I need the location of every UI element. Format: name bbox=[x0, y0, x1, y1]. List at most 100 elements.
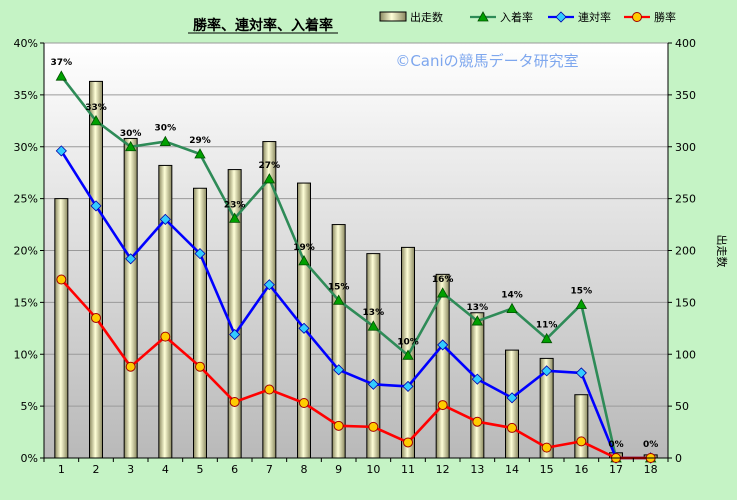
triangle-marker bbox=[367, 320, 380, 331]
x-tick-label: 11 bbox=[401, 463, 415, 476]
x-tick-label: 15 bbox=[540, 463, 554, 476]
y-left-tick-label: 25% bbox=[14, 193, 38, 206]
circle-marker bbox=[229, 396, 240, 407]
triangle-marker bbox=[159, 135, 172, 146]
y-left-tick-label: 40% bbox=[14, 37, 38, 50]
data-label: 11% bbox=[536, 321, 558, 331]
circle-marker bbox=[541, 442, 552, 453]
circle-marker bbox=[507, 422, 517, 433]
diamond-marker bbox=[194, 248, 206, 260]
axes: 0%5%10%15%20%25%30%35%40%050100150200250… bbox=[14, 37, 696, 476]
circle-marker bbox=[437, 400, 448, 411]
legend-label: 入着率 bbox=[500, 10, 533, 24]
circle-marker bbox=[91, 312, 101, 323]
series-line bbox=[60, 75, 651, 460]
triangle-marker bbox=[55, 70, 68, 81]
diamond-marker bbox=[367, 378, 379, 390]
x-tick-label: 1 bbox=[58, 463, 65, 476]
y-right-tick-label: 50 bbox=[675, 400, 689, 413]
bar bbox=[89, 80, 103, 459]
circle-marker bbox=[264, 384, 275, 395]
diamond-marker bbox=[541, 365, 553, 377]
y-right-tick-label: 200 bbox=[675, 245, 696, 258]
y-left-tick-label: 10% bbox=[14, 348, 38, 361]
legend: 出走数 入着率 連対率 勝率 bbox=[379, 10, 676, 24]
data-label: 29% bbox=[189, 136, 211, 146]
data-label: 0% bbox=[643, 440, 658, 450]
diamond-marker bbox=[263, 279, 275, 291]
triangle-marker bbox=[477, 11, 489, 22]
bar bbox=[574, 394, 589, 459]
series-line bbox=[60, 278, 651, 460]
diamond-marker bbox=[298, 322, 310, 334]
legend-label: 出走数 bbox=[410, 10, 443, 24]
data-label: 13% bbox=[363, 308, 385, 318]
triangle-marker bbox=[575, 298, 588, 309]
triangle-marker bbox=[194, 148, 206, 159]
x-tick-label: 14 bbox=[505, 463, 519, 476]
circle-marker bbox=[195, 361, 205, 372]
bar bbox=[123, 137, 138, 459]
legend-label: 勝率 bbox=[654, 10, 676, 24]
bar bbox=[158, 164, 173, 459]
circle-marker bbox=[472, 416, 483, 427]
diamond-marker bbox=[90, 200, 102, 212]
x-tick-label: 10 bbox=[366, 463, 380, 476]
diamond-marker bbox=[229, 328, 241, 341]
triangle-marker bbox=[90, 114, 102, 126]
chart-title: 勝率、連対率、入着率 bbox=[193, 17, 333, 34]
circle-marker bbox=[125, 361, 136, 372]
data-label: 27% bbox=[259, 161, 281, 171]
y-right-tick-label: 150 bbox=[675, 296, 696, 309]
x-tick-label: 4 bbox=[162, 463, 169, 476]
line-series bbox=[55, 70, 657, 464]
x-tick-label: 2 bbox=[93, 463, 100, 476]
data-label: 23% bbox=[224, 200, 246, 210]
x-tick-label: 8 bbox=[301, 463, 308, 476]
x-tick-label: 9 bbox=[335, 463, 342, 476]
x-tick-label: 3 bbox=[127, 463, 134, 476]
y-left-tick-label: 15% bbox=[14, 296, 38, 309]
circle-marker bbox=[576, 436, 587, 447]
triangle-marker bbox=[298, 255, 310, 266]
diamond-marker bbox=[506, 392, 518, 404]
triangle-marker bbox=[471, 315, 484, 326]
data-label: 19% bbox=[293, 243, 315, 253]
triangle-marker bbox=[124, 140, 137, 152]
x-tick-label: 12 bbox=[436, 463, 450, 476]
x-tick-label: 5 bbox=[197, 463, 204, 476]
triangle-marker bbox=[506, 302, 518, 314]
circle-marker bbox=[160, 331, 171, 342]
triangle-marker bbox=[332, 294, 345, 305]
data-label: 30% bbox=[120, 129, 142, 139]
diamond-marker bbox=[55, 145, 67, 157]
x-tick-label: 7 bbox=[266, 463, 273, 476]
bar bbox=[505, 349, 519, 459]
data-label: 15% bbox=[328, 282, 350, 292]
y-right-tick-label: 350 bbox=[675, 89, 696, 102]
y-right-axis-label: 出走数 bbox=[715, 235, 729, 268]
diamond-marker bbox=[437, 339, 449, 351]
diamond-marker bbox=[125, 253, 137, 265]
diamond-marker bbox=[402, 380, 414, 392]
x-tick-label: 18 bbox=[644, 463, 658, 476]
y-left-tick-label: 5% bbox=[21, 400, 38, 413]
x-tick-label: 16 bbox=[574, 463, 588, 476]
data-label: 30% bbox=[155, 124, 177, 134]
y-right-tick-label: 300 bbox=[675, 141, 696, 154]
triangle-marker bbox=[402, 349, 414, 360]
x-tick-label: 17 bbox=[609, 463, 623, 476]
legend-swatch-bar bbox=[379, 11, 407, 22]
x-tick-label: 13 bbox=[470, 463, 484, 476]
legend-label: 連対率 bbox=[578, 10, 611, 24]
y-left-tick-label: 20% bbox=[14, 245, 38, 258]
triangle-marker bbox=[263, 173, 276, 184]
circle-marker bbox=[368, 421, 379, 432]
watermark: ©Caniの競馬データ研究室 bbox=[395, 52, 578, 70]
data-label: 14% bbox=[501, 291, 523, 301]
y-left-tick-label: 30% bbox=[14, 141, 38, 154]
diamond-marker bbox=[159, 213, 171, 225]
circle-marker bbox=[299, 398, 309, 409]
